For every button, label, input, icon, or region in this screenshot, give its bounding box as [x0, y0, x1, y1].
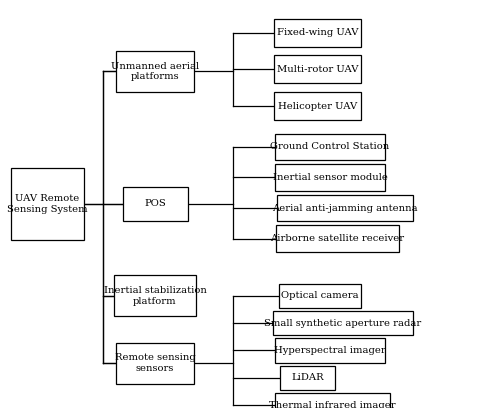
Text: UAV Remote
Sensing System: UAV Remote Sensing System: [7, 194, 88, 214]
Text: Inertial stabilization
platform: Inertial stabilization platform: [104, 286, 206, 306]
Text: Unmanned aerial
platforms: Unmanned aerial platforms: [111, 62, 199, 81]
Text: POS: POS: [144, 200, 166, 208]
Text: Inertial sensor module: Inertial sensor module: [272, 173, 388, 182]
FancyBboxPatch shape: [280, 366, 335, 390]
FancyBboxPatch shape: [272, 311, 412, 335]
FancyBboxPatch shape: [274, 55, 361, 83]
FancyBboxPatch shape: [275, 133, 385, 160]
FancyBboxPatch shape: [274, 92, 361, 120]
FancyBboxPatch shape: [122, 187, 188, 221]
FancyBboxPatch shape: [12, 169, 84, 240]
FancyBboxPatch shape: [275, 338, 385, 363]
FancyBboxPatch shape: [275, 164, 385, 191]
Text: Remote sensing
sensors: Remote sensing sensors: [114, 353, 196, 373]
FancyBboxPatch shape: [278, 195, 412, 221]
FancyBboxPatch shape: [114, 275, 196, 316]
FancyBboxPatch shape: [274, 19, 361, 47]
Text: Multi-rotor UAV: Multi-rotor UAV: [277, 65, 358, 74]
Text: Optical camera: Optical camera: [281, 291, 359, 300]
FancyBboxPatch shape: [116, 51, 194, 92]
Text: LiDAR: LiDAR: [291, 373, 324, 382]
Text: Thermal infrared imager: Thermal infrared imager: [269, 401, 396, 408]
FancyBboxPatch shape: [279, 284, 361, 308]
FancyBboxPatch shape: [276, 225, 399, 252]
Text: Small synthetic aperture radar: Small synthetic aperture radar: [264, 319, 421, 328]
FancyBboxPatch shape: [275, 393, 390, 408]
FancyBboxPatch shape: [116, 343, 194, 384]
Text: Airborne satellite receiver: Airborne satellite receiver: [270, 234, 404, 243]
Text: Helicopter UAV: Helicopter UAV: [278, 102, 357, 111]
Text: Fixed-wing UAV: Fixed-wing UAV: [277, 28, 358, 37]
Text: Aerial anti-jamming antenna: Aerial anti-jamming antenna: [272, 204, 418, 213]
Text: Hyperspectral imager: Hyperspectral imager: [274, 346, 386, 355]
Text: Ground Control Station: Ground Control Station: [270, 142, 390, 151]
